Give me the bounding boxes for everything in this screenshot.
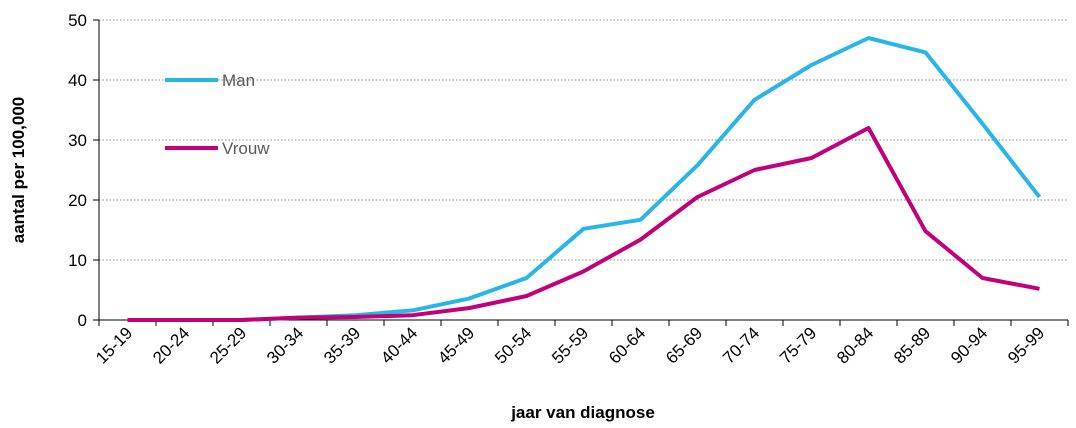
x-tick-label: 20-24 [149, 323, 193, 367]
x-tick-label: 80-84 [833, 323, 877, 367]
y-tick-label: 10 [68, 251, 87, 270]
legend-label: Man [222, 71, 255, 90]
x-tick-label: 85-89 [890, 323, 934, 367]
x-tick-label: 30-34 [263, 323, 307, 367]
x-tick-label: 75-79 [776, 323, 820, 367]
x-axis-title: jaar van diagnose [510, 403, 655, 422]
x-tick-label: 35-39 [320, 323, 364, 367]
x-tick-label: 65-69 [662, 323, 706, 367]
series-line [127, 126, 1040, 322]
x-tick-label: 90-94 [947, 323, 991, 367]
x-tick-label: 60-64 [605, 323, 649, 367]
x-tick-label: 40-44 [377, 323, 421, 367]
y-tick-label: 50 [68, 11, 87, 30]
x-tick-label: 25-29 [206, 323, 250, 367]
y-axis-title: aantal per 100,000 [9, 97, 28, 243]
x-tick-label: 15-19 [92, 323, 136, 367]
y-tick-label: 0 [78, 311, 87, 330]
legend-label: Vrouw [222, 139, 270, 158]
x-tick-label: 55-59 [548, 323, 592, 367]
x-tick-label: 50-54 [491, 323, 535, 367]
x-tick-label: 95-99 [1004, 323, 1048, 367]
x-tick-label: 70-74 [719, 323, 763, 367]
y-tick-label: 30 [68, 131, 87, 150]
y-tick-label: 40 [68, 71, 87, 90]
x-tick-label: 45-49 [434, 323, 478, 367]
y-tick-label: 20 [68, 191, 87, 210]
